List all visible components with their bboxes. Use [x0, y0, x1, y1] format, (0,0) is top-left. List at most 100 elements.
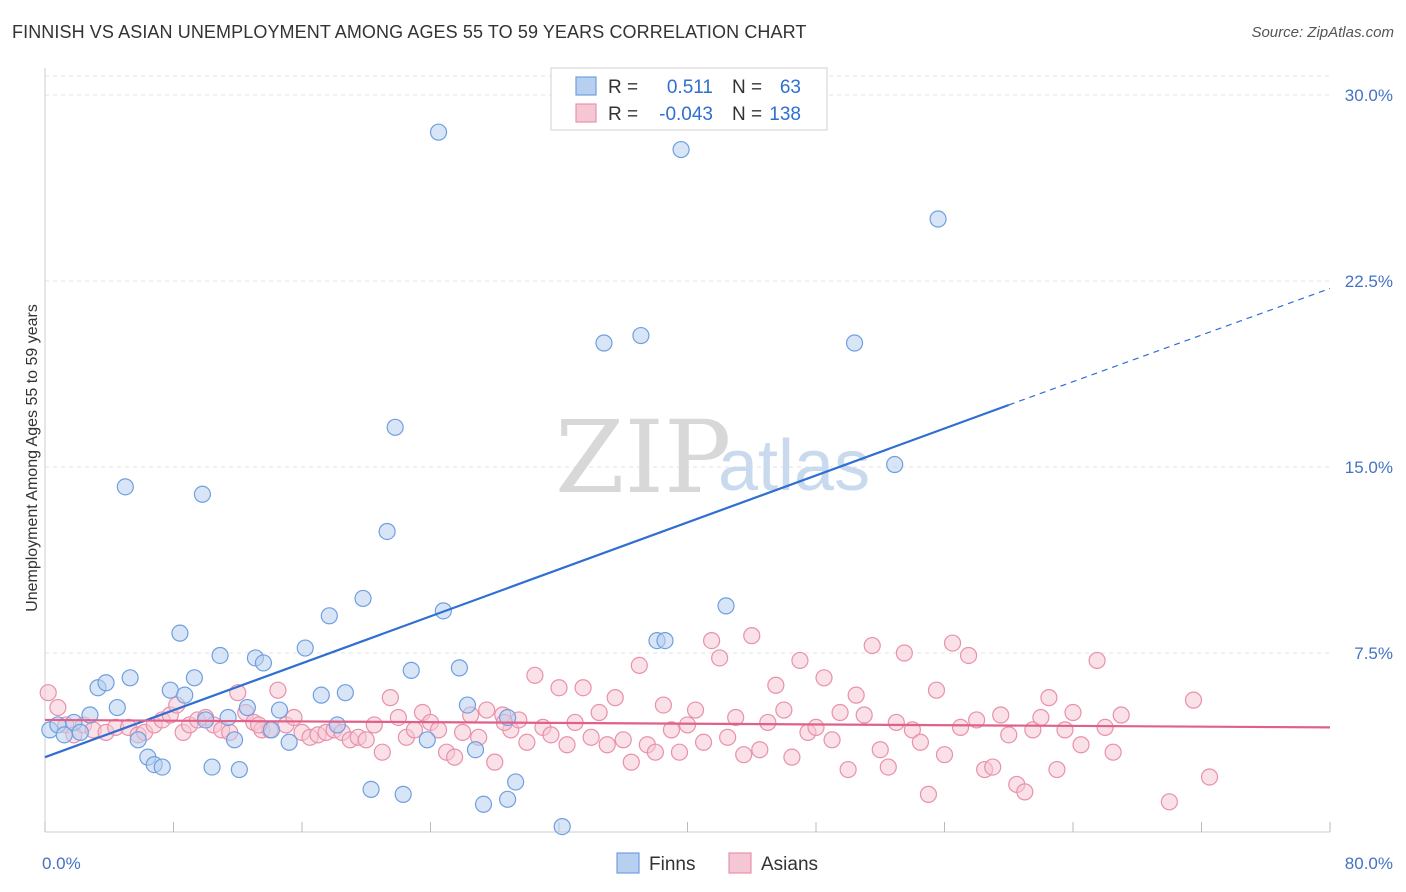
- finns-trend-line: [44, 403, 1010, 759]
- asians-point-84: [727, 708, 745, 727]
- finns-point-33: [320, 607, 338, 625]
- watermark-zip: ZIP: [555, 399, 731, 516]
- asians-point-103: [879, 758, 897, 776]
- asians-point-27: [269, 681, 287, 699]
- asians-point-125: [1056, 721, 1074, 739]
- asians-point-50: [454, 723, 472, 741]
- finns-point-14: [153, 758, 171, 776]
- asians-r-label: R =: [608, 104, 638, 125]
- x-tick-label-1: 80.0%: [1345, 854, 1393, 873]
- asians-point-107: [911, 733, 930, 751]
- y-tick-label-2: 22.5%: [1345, 272, 1393, 291]
- finns-point-51: [553, 817, 571, 836]
- y-tick-label-0: 7.5%: [1354, 644, 1393, 663]
- asians-point-97: [831, 703, 849, 722]
- finns-swatch: [575, 76, 597, 96]
- chart-title: FINNISH VS ASIAN UNEMPLOYMENT AMONG AGES…: [12, 22, 807, 42]
- asians-point-116: [984, 758, 1002, 776]
- asians-point-133: [1184, 691, 1203, 709]
- finns-point-8: [108, 698, 126, 717]
- asians-point-98: [839, 760, 857, 779]
- asians-point-123: [1040, 689, 1058, 707]
- finns-n-value: 63: [780, 77, 801, 98]
- asians-point-80: [694, 733, 713, 751]
- legend-finns-swatch: [616, 852, 640, 874]
- asians-point-77: [670, 743, 689, 761]
- grid-lines: [45, 75, 1330, 654]
- asians-point-94: [807, 718, 825, 737]
- asians-point-38: [357, 731, 375, 749]
- asians-r-value: -0.043: [659, 104, 713, 125]
- finns-point-42: [418, 731, 436, 749]
- asians-point-129: [1096, 718, 1114, 737]
- asians-point-96: [823, 731, 841, 749]
- watermark: ZIP atlas: [555, 399, 870, 516]
- asians-point-61: [542, 726, 560, 744]
- asians-point-63: [558, 736, 576, 754]
- source-label: Source: ZipAtlas.com: [1251, 24, 1394, 41]
- asians-point-78: [678, 716, 697, 734]
- asians-point-68: [598, 736, 616, 754]
- asians-point-76: [662, 721, 681, 739]
- asians-point-54: [486, 753, 504, 771]
- asians-point-85: [735, 746, 753, 764]
- asians-points: [39, 627, 1219, 811]
- finns-point-35: [336, 684, 354, 702]
- asians-point-95: [815, 669, 833, 687]
- asians-point-102: [871, 741, 889, 759]
- asians-point-100: [855, 706, 873, 724]
- finns-point-37: [362, 780, 380, 799]
- finns-point-60: [929, 210, 947, 228]
- asians-point-49: [445, 748, 464, 766]
- asians-point-39: [365, 716, 383, 734]
- finns-r-label: R =: [608, 77, 638, 98]
- asians-point-105: [895, 644, 913, 662]
- asians-point-134: [1200, 768, 1219, 786]
- asians-point-113: [959, 646, 978, 665]
- asians-point-131: [1112, 706, 1130, 724]
- finns-point-15: [161, 681, 179, 699]
- finns-point-57: [717, 597, 735, 615]
- finns-point-61: [499, 708, 517, 727]
- watermark-atlas: atlas: [718, 426, 870, 506]
- finns-point-25: [238, 698, 256, 717]
- y-tick-label-1: 15.0%: [1345, 458, 1393, 477]
- finns-point-11: [129, 731, 147, 749]
- finns-point-19: [193, 485, 212, 503]
- asians-point-112: [951, 718, 970, 737]
- asians-point-41: [381, 689, 399, 707]
- asians-point-91: [783, 748, 801, 766]
- finns-point-52: [595, 334, 613, 352]
- stats-legend-box: [550, 67, 828, 131]
- asians-point-82: [711, 649, 729, 667]
- asians-point-67: [590, 703, 608, 722]
- finns-point-31: [296, 639, 314, 657]
- stats-legend: R = 0.511 N = 63 R = -0.043 N = 138: [550, 67, 828, 131]
- asians-point-69: [606, 689, 624, 707]
- asians-point-66: [582, 728, 600, 746]
- finns-point-40: [394, 785, 412, 803]
- x-tick-label-0: 0.0%: [42, 854, 81, 873]
- finns-point-30: [280, 733, 298, 751]
- finns-r-value: 0.511: [667, 77, 713, 98]
- asians-point-118: [1000, 726, 1018, 744]
- finns-points: [41, 123, 947, 836]
- asians-point-126: [1064, 703, 1082, 722]
- asians-n-value: 138: [769, 104, 801, 125]
- y-axis-label: Unemployment Among Ages 55 to 59 years: [24, 304, 41, 612]
- finns-point-49: [499, 790, 517, 808]
- finns-point-4: [71, 723, 89, 741]
- finns-point-58: [845, 334, 864, 352]
- asians-point-29: [285, 708, 303, 727]
- finns-point-43: [429, 123, 448, 141]
- finns-point-22: [219, 708, 237, 727]
- asians-point-90: [775, 701, 793, 719]
- asians-point-110: [935, 746, 954, 764]
- finns-point-56: [672, 140, 690, 159]
- finns-point-48: [474, 795, 493, 813]
- asians-point-70: [614, 731, 632, 749]
- finns-point-32: [312, 686, 330, 704]
- asians-point-101: [863, 636, 881, 655]
- asians-point-132: [1160, 793, 1178, 811]
